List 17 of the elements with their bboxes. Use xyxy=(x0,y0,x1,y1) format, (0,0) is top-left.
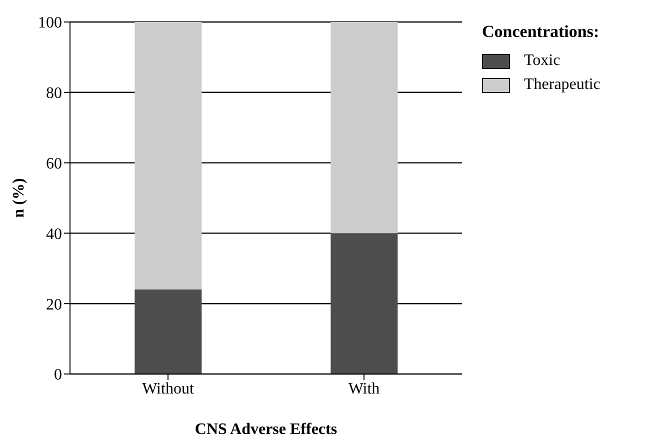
legend-label: Toxic xyxy=(523,52,562,70)
x-tick-label: With xyxy=(348,380,380,398)
y-tick-label: 60 xyxy=(46,155,62,172)
x-axis-title: CNS Adverse Effects xyxy=(194,421,338,438)
y-tick-label: 40 xyxy=(46,226,62,243)
legend-title: Concentrations: xyxy=(482,22,600,42)
bar xyxy=(330,233,398,374)
bar xyxy=(330,22,398,234)
y-tick-label: 80 xyxy=(46,85,62,102)
y-tick-label: 0 xyxy=(54,366,62,384)
x-tick-label: Without xyxy=(142,380,194,398)
y-tick-label: 100 xyxy=(38,14,62,32)
bar xyxy=(134,22,202,290)
y-tick-label: 20 xyxy=(46,296,62,314)
legend-label: Therapeutic xyxy=(523,76,602,94)
y-axis-title: n (%) xyxy=(10,178,28,218)
bar xyxy=(134,290,202,374)
